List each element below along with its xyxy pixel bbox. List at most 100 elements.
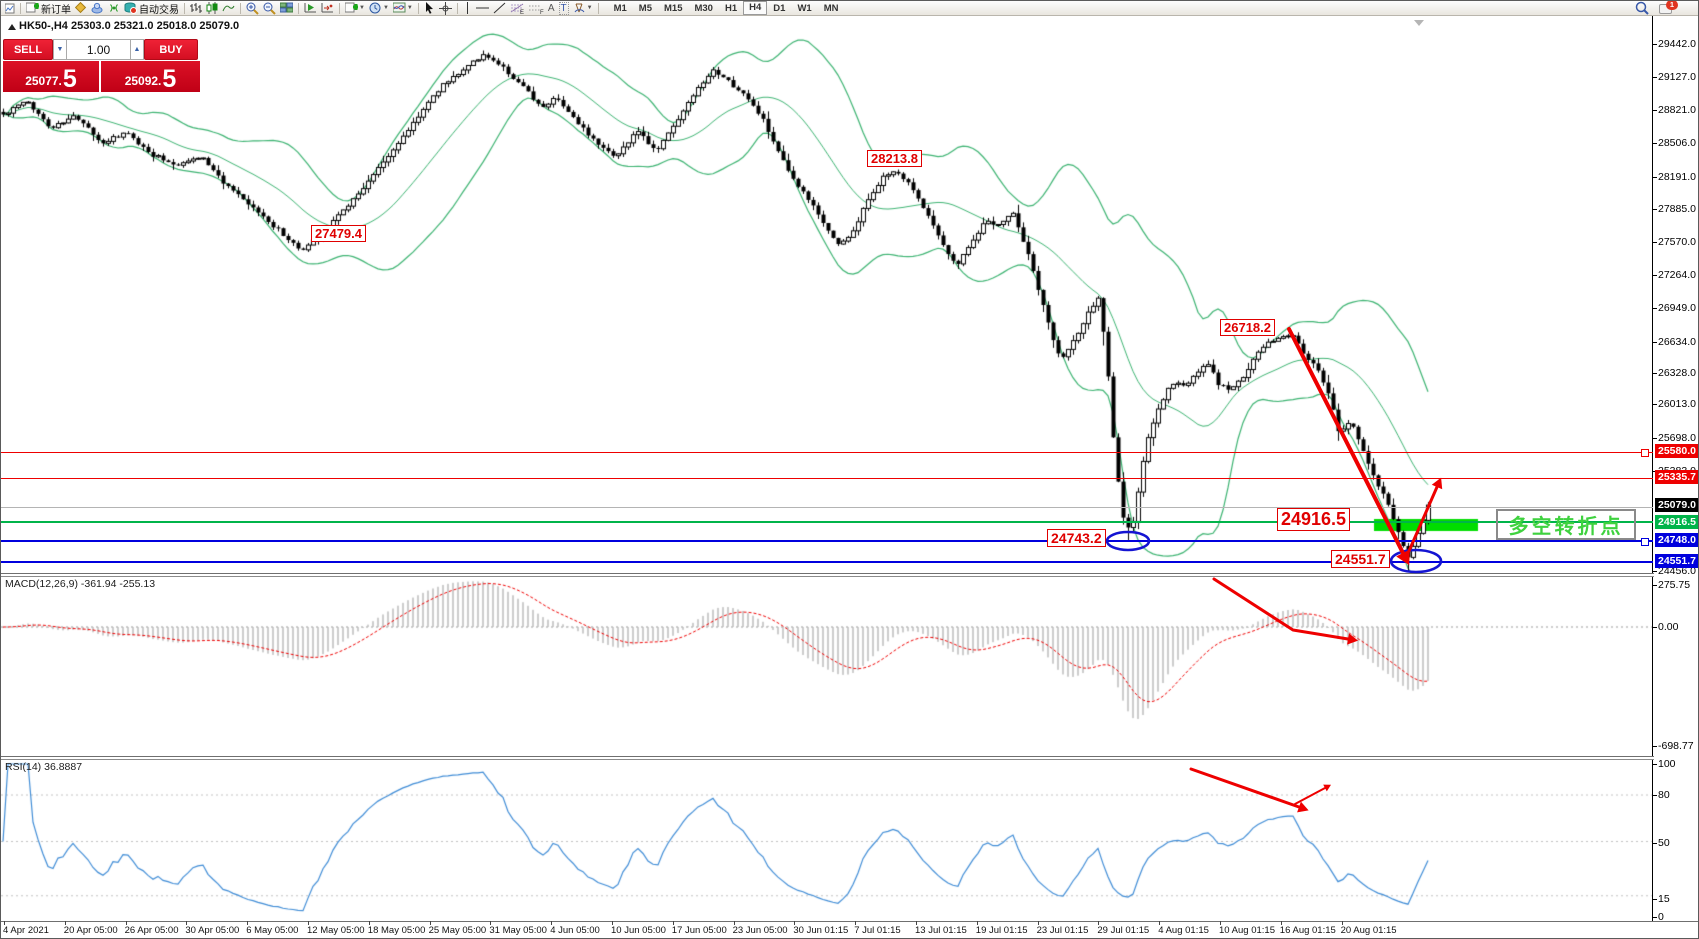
fibonacci-icon[interactable]: E bbox=[508, 2, 527, 15]
sell-price-display[interactable]: 25077. 5 bbox=[3, 61, 99, 92]
price-axis[interactable] bbox=[1654, 16, 1698, 921]
search-icon[interactable] bbox=[1633, 1, 1651, 15]
autotrade-button[interactable]: 自动交易 bbox=[122, 2, 181, 16]
macd-main-value: -361.94 bbox=[80, 578, 117, 590]
price-note-26718.2[interactable]: 26718.2 bbox=[1220, 319, 1275, 336]
support-line-24916[interactable] bbox=[1, 521, 1653, 523]
support-line-24748[interactable] bbox=[1, 540, 1653, 542]
timeframe-MN[interactable]: MN bbox=[823, 2, 839, 14]
time-tickmark bbox=[1220, 921, 1221, 925]
time-label: 12 May 05:00 bbox=[307, 925, 365, 936]
community-icon[interactable] bbox=[89, 2, 106, 15]
turning-point-text: 多空转折点 bbox=[1508, 516, 1624, 538]
crosshair-icon[interactable] bbox=[437, 1, 454, 15]
buy-price-display[interactable]: 25092. 5 bbox=[101, 61, 200, 92]
macd-tick--698.77: -698.77 bbox=[1658, 740, 1694, 752]
price-tick-28506.0: 28506.0 bbox=[1658, 137, 1696, 149]
support-line-24551[interactable] bbox=[1, 561, 1653, 563]
timeframe-D1[interactable]: D1 bbox=[773, 2, 786, 14]
volume-increase-stepper[interactable]: ▲ bbox=[130, 39, 144, 60]
sell-button[interactable]: SELL bbox=[3, 39, 53, 60]
text-tool[interactable]: A bbox=[546, 2, 557, 15]
trendline-icon[interactable] bbox=[491, 2, 508, 15]
alert-icon[interactable] bbox=[73, 2, 89, 15]
price-note-24743.2[interactable]: 24743.2 bbox=[1047, 529, 1106, 547]
time-label: 30 Apr 05:00 bbox=[185, 925, 240, 936]
autotrade-label: 自动交易 bbox=[139, 4, 179, 16]
price-tick-26013.0: 26013.0 bbox=[1658, 398, 1696, 410]
zoom-in-icon[interactable] bbox=[244, 2, 261, 15]
time-label: 4 Aug 01:15 bbox=[1158, 925, 1209, 936]
indicators-button[interactable]: ▼ bbox=[343, 2, 367, 15]
time-label: 19 Jul 01:15 bbox=[975, 925, 1028, 936]
periods-button[interactable]: ▼ bbox=[367, 2, 391, 15]
chart-shift-icon[interactable] bbox=[319, 2, 336, 15]
rsi-tick-0: 0 bbox=[1658, 911, 1664, 923]
timeframe-W1[interactable]: W1 bbox=[797, 2, 812, 14]
chevron-down-icon: ▼ bbox=[586, 5, 593, 11]
label-tool[interactable]: T bbox=[557, 1, 571, 15]
autoscroll-icon[interactable] bbox=[302, 2, 319, 15]
time-tickmark bbox=[429, 921, 431, 925]
price-note-24551.7[interactable]: 24551.7 bbox=[1331, 550, 1390, 568]
timeframe-M30[interactable]: M30 bbox=[694, 2, 713, 14]
support-line-24748-handle[interactable] bbox=[1641, 538, 1649, 546]
volume-decrease-stepper[interactable]: ▼ bbox=[53, 39, 67, 60]
tile-windows-icon[interactable] bbox=[278, 2, 295, 15]
price-note-24916.5[interactable]: 24916.5 bbox=[1277, 508, 1351, 531]
volume-input[interactable] bbox=[67, 39, 130, 60]
time-label: 26 Apr 05:00 bbox=[124, 925, 179, 936]
svg-text:E: E bbox=[520, 10, 524, 14]
price-note-28213.8[interactable]: 28213.8 bbox=[867, 150, 922, 167]
macd-label: MACD(12,26,9) bbox=[5, 578, 78, 590]
signals-icon[interactable] bbox=[106, 2, 122, 15]
rsi-header: RSI(14) 36.8887 bbox=[5, 761, 82, 773]
rsi-panel-separator[interactable] bbox=[1, 756, 1698, 760]
resistance-line-25335[interactable] bbox=[1, 478, 1653, 479]
resistance-line-25580-handle[interactable] bbox=[1641, 449, 1649, 457]
resistance-line-25580[interactable] bbox=[1, 452, 1653, 453]
templates-button[interactable]: ▼ bbox=[391, 2, 415, 15]
time-tickmark bbox=[1280, 921, 1282, 925]
time-tickmark bbox=[125, 921, 127, 925]
macd-panel-separator[interactable] bbox=[1, 573, 1698, 577]
turning-point-text-box[interactable]: 多空转折点 bbox=[1496, 509, 1636, 540]
macd-tickmark bbox=[1653, 746, 1657, 747]
toolbar-separator bbox=[20, 2, 21, 14]
buy-button[interactable]: BUY bbox=[144, 39, 198, 60]
channel-icon[interactable]: F bbox=[527, 2, 546, 15]
cursor-icon[interactable] bbox=[422, 2, 437, 15]
time-tickmark bbox=[733, 921, 735, 925]
candles-icon[interactable] bbox=[204, 2, 220, 15]
macd-tickmark bbox=[1653, 627, 1657, 628]
time-tickmark bbox=[368, 921, 370, 925]
shapes-button[interactable]: ▼ bbox=[571, 2, 595, 15]
new-order-button[interactable]: 新订单 bbox=[24, 2, 73, 16]
current-price-line-25079[interactable] bbox=[1, 507, 1653, 508]
price-tick-26328.0: 26328.0 bbox=[1658, 367, 1696, 379]
price-tick-26634.0: 26634.0 bbox=[1658, 336, 1696, 348]
bars-icon[interactable] bbox=[188, 2, 204, 15]
time-label: 7 Jul 01:15 bbox=[854, 925, 901, 936]
zoom-out-icon[interactable] bbox=[261, 2, 278, 15]
hline-icon[interactable] bbox=[474, 2, 491, 15]
timeframe-M15[interactable]: M15 bbox=[664, 2, 683, 14]
chat-icon[interactable]: 1 bbox=[1659, 1, 1678, 14]
timeframe-H4[interactable]: H4 bbox=[743, 1, 768, 15]
timeframe-M1[interactable]: M1 bbox=[613, 2, 627, 14]
chart-icon[interactable] bbox=[3, 2, 17, 15]
rsi-tick-80: 80 bbox=[1658, 789, 1670, 801]
symbol-marker-icon bbox=[8, 24, 16, 30]
timeframe-H1[interactable]: H1 bbox=[724, 2, 738, 14]
scroll-to-end-marker bbox=[1414, 20, 1424, 26]
timeframe-M5[interactable]: M5 bbox=[638, 2, 652, 14]
line-chart-icon[interactable] bbox=[220, 2, 237, 15]
price-badge-24748.0: 24748.0 bbox=[1655, 533, 1698, 547]
price-note-27479.4[interactable]: 27479.4 bbox=[311, 225, 366, 242]
buy-price-main: 25092. bbox=[124, 74, 162, 88]
vline-icon[interactable] bbox=[461, 2, 474, 15]
time-label: 29 Jul 01:15 bbox=[1097, 925, 1150, 936]
time-label: 18 May 05:00 bbox=[367, 925, 426, 936]
